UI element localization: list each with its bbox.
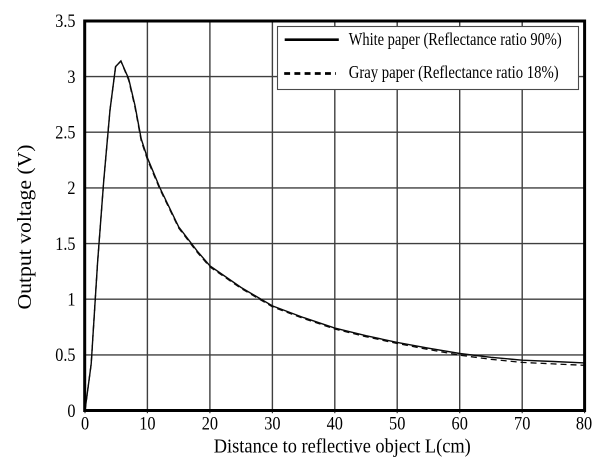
svg-text:70: 70 [514, 414, 530, 435]
svg-text:White paper (Reflectance ratio: White paper (Reflectance ratio 90%) [349, 29, 562, 50]
svg-text:2.5: 2.5 [55, 123, 75, 144]
svg-text:30: 30 [264, 414, 280, 435]
svg-text:1: 1 [67, 290, 75, 311]
svg-text:20: 20 [202, 414, 218, 435]
svg-text:40: 40 [327, 414, 343, 435]
svg-text:Gray paper (Reflectance ratio: Gray paper (Reflectance ratio 18%) [349, 62, 559, 83]
svg-text:10: 10 [139, 414, 155, 435]
svg-text:Output voltage (V): Output voltage (V) [14, 145, 36, 310]
svg-text:0: 0 [67, 401, 75, 422]
svg-text:0: 0 [81, 414, 89, 435]
svg-text:Distance to reflective object: Distance to reflective object L(cm) [214, 436, 471, 458]
svg-text:50: 50 [389, 414, 405, 435]
svg-text:80: 80 [576, 414, 592, 435]
svg-text:1.5: 1.5 [55, 234, 75, 255]
svg-text:0.5: 0.5 [55, 345, 75, 366]
svg-text:3.5: 3.5 [55, 11, 75, 32]
svg-text:2: 2 [67, 178, 75, 199]
svg-text:60: 60 [452, 414, 468, 435]
svg-text:3: 3 [67, 67, 75, 88]
